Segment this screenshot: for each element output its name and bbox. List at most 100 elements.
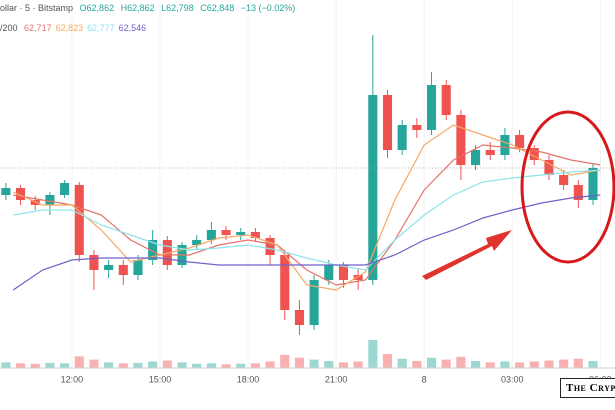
volume-bar	[338, 362, 349, 368]
candle-body	[471, 150, 481, 165]
volume-bar	[104, 362, 114, 368]
candle-body	[280, 255, 290, 310]
volume-bar	[206, 363, 216, 368]
volume-bar	[309, 359, 319, 368]
volume-bar	[588, 361, 598, 368]
symbol: ollar · 5 · Bitstamp	[0, 3, 74, 13]
volume-bar	[412, 361, 422, 368]
candle-body	[30, 200, 40, 205]
volume-bar	[15, 363, 26, 368]
candle-body	[192, 240, 202, 245]
candle-body	[104, 265, 114, 270]
volume-bar	[133, 362, 143, 368]
x-tick-label: 18:00	[237, 374, 260, 384]
candle-body	[559, 175, 569, 185]
volume-bar	[177, 362, 187, 368]
candle-body	[353, 275, 363, 280]
ma-header: /200 62,717 62,823 62,777 62,546	[0, 23, 150, 33]
arrow	[422, 230, 512, 280]
candle-body	[45, 195, 55, 205]
ohlc-high: H62,862	[120, 3, 155, 13]
grid	[71, 0, 601, 368]
ma-prefix: /200	[0, 23, 18, 33]
volume-bar	[573, 358, 583, 368]
x-tick-label: 15:00	[149, 374, 172, 384]
moving-average	[12, 194, 601, 291]
ma-value: 62,717	[24, 23, 52, 33]
volume-bar	[559, 359, 569, 368]
volume-bar	[221, 364, 231, 368]
candle-body	[250, 232, 260, 238]
candle-body	[573, 185, 583, 200]
candle-body	[441, 85, 451, 115]
volume-bar	[236, 363, 246, 368]
candle-body	[294, 310, 304, 325]
candle-body	[162, 240, 172, 265]
volume-bar	[544, 360, 554, 368]
volume-bar	[397, 358, 407, 368]
candle-body	[1, 188, 11, 195]
candle-body	[588, 168, 598, 200]
candle-body	[74, 185, 84, 255]
candle-body	[397, 125, 407, 150]
candle-body	[412, 125, 422, 130]
volume-bar	[456, 356, 466, 368]
candle-body	[485, 150, 495, 155]
volume-bar	[368, 340, 378, 368]
volume-bar	[192, 363, 202, 368]
x-tick-label: 21:00	[325, 374, 348, 384]
volume-bar	[162, 360, 172, 368]
volume-bar	[118, 363, 128, 368]
ma-value: 62,823	[55, 23, 84, 33]
candle-body	[118, 265, 128, 275]
ma-value: 62,546	[118, 23, 147, 33]
x-tick-label: 03:00	[501, 374, 524, 384]
ohlc-open: O62,862	[79, 3, 115, 13]
volume-bar	[60, 363, 70, 368]
moving-average	[12, 124, 601, 291]
candle-body	[544, 160, 554, 175]
candle-body	[324, 265, 334, 280]
candle-body	[426, 85, 437, 130]
plot-area	[0, 35, 615, 368]
candle-body	[148, 240, 158, 260]
volume-bar	[500, 361, 510, 368]
volume-bar	[353, 361, 363, 368]
moving-average	[13, 169, 601, 271]
volume-bar	[45, 362, 55, 368]
volume-bar	[441, 359, 451, 368]
volume-bar	[1, 362, 11, 368]
candle-body	[500, 135, 510, 155]
candle-body	[382, 95, 393, 150]
header-line: ollar · 5 · Bitstamp O62,862 H62,862 L62…	[0, 3, 299, 13]
volume-bar	[148, 361, 158, 368]
candle-body	[221, 230, 231, 235]
candle-body	[515, 135, 525, 148]
volume-bar	[324, 361, 334, 368]
volume-bar	[382, 354, 393, 368]
volume-bar	[30, 363, 40, 368]
ma-value: 62,777	[87, 23, 115, 33]
change: −13 (−0.02%)	[240, 3, 296, 13]
watermark: The Crypt	[560, 378, 615, 398]
candle-body	[309, 280, 319, 325]
candle-body	[338, 265, 349, 280]
x-tick-label: 12:00	[61, 374, 84, 384]
ohlc-low: L62,798	[161, 3, 194, 13]
watermark-text: The Crypt	[566, 382, 615, 394]
candle-body	[368, 95, 378, 280]
candle-body	[206, 230, 216, 240]
candle-body	[15, 188, 26, 200]
volume-bar	[515, 362, 525, 368]
volume-bar	[280, 354, 290, 368]
volume-bar	[250, 363, 260, 368]
volume-bar	[89, 359, 99, 368]
volume-bar	[265, 361, 275, 368]
volume-bar	[485, 362, 495, 368]
candle-body	[236, 232, 246, 235]
candle-body	[265, 238, 275, 255]
highlight-circle	[520, 110, 615, 264]
candle-body	[456, 115, 466, 165]
x-tick-label: 8	[422, 374, 427, 384]
